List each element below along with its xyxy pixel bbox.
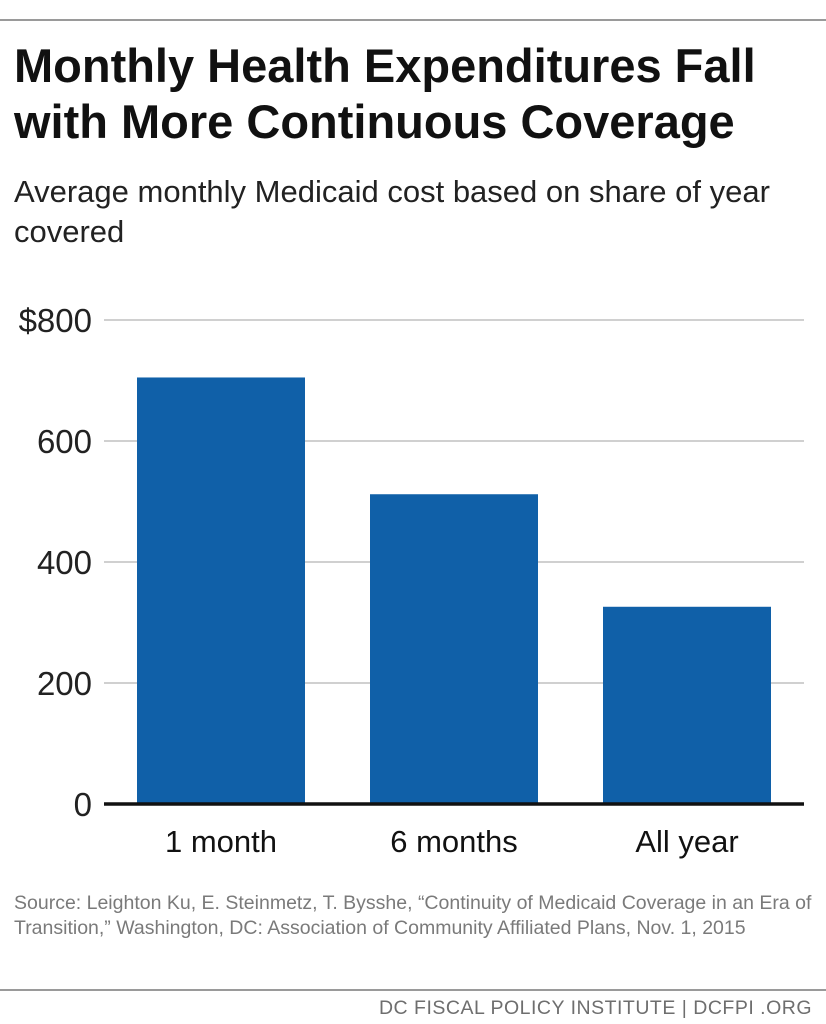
y-tick-label: 0 (74, 786, 92, 823)
y-tick-label: 400 (37, 544, 92, 581)
x-tick-label: All year (635, 824, 738, 859)
chart-subtitle: Average monthly Medicaid cost based on s… (14, 174, 770, 249)
y-tick-label: 600 (37, 423, 92, 460)
chart-title: Monthly Health Expenditures Fall with Mo… (14, 39, 756, 148)
x-tick-label: 6 months (390, 824, 518, 859)
bar (137, 377, 305, 804)
source-note: Source: Leighton Ku, E. Steinmetz, T. By… (14, 892, 812, 939)
footer-credit: DC FISCAL POLICY INSTITUTE | DCFPI .ORG (378, 997, 812, 1019)
y-tick-label: $800 (19, 302, 92, 339)
bar-chart: 0 200 400 600 $800 1 month 6 months All year (19, 302, 804, 859)
bar (603, 606, 771, 804)
bar (370, 494, 538, 804)
top-divider (0, 19, 826, 21)
x-tick-label: 1 month (165, 824, 277, 859)
y-tick-label: 200 (37, 665, 92, 702)
bottom-divider (0, 989, 826, 991)
